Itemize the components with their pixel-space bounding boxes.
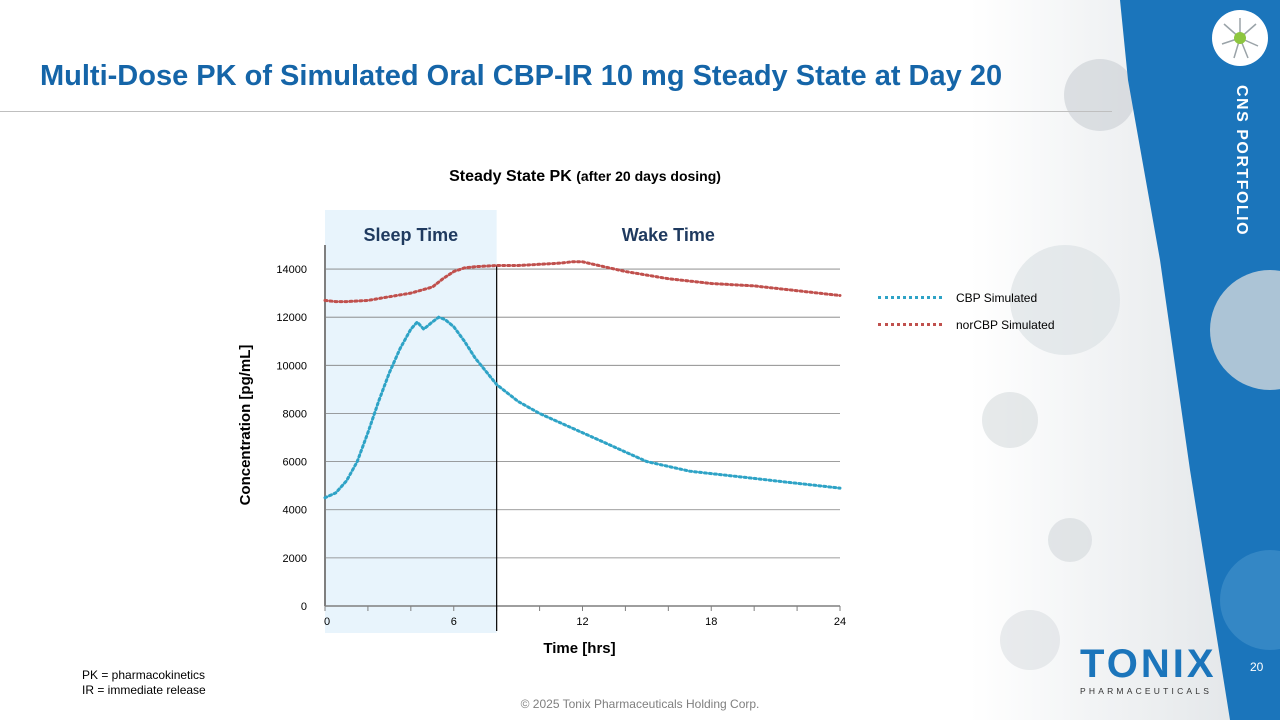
x-tick-label: 0 — [324, 616, 330, 628]
footnote-pk: PK = pharmacokinetics — [82, 668, 206, 682]
page-number: 20 — [1250, 660, 1264, 674]
series-line-0 — [323, 315, 842, 500]
x-tick-label: 24 — [834, 616, 846, 628]
y-tick-label: 2000 — [283, 553, 307, 565]
tonix-wordmark: TONIX — [1080, 642, 1217, 686]
chart-legend: CBP Simulated norCBP Simulated — [878, 284, 1055, 338]
x-tick-label: 18 — [705, 616, 717, 628]
x-tick-label: 12 — [576, 616, 588, 628]
y-tick-label: 10000 — [276, 360, 307, 372]
y-axis-label: Concentration [pg/mL] — [237, 345, 254, 506]
side-blue-shape — [1120, 0, 1280, 720]
region-0-shade — [325, 210, 497, 633]
footnote-ir: IR = immediate release — [82, 683, 206, 697]
chart-title-main: Steady State PK — [449, 168, 572, 185]
y-tick-label: 8000 — [283, 408, 307, 420]
legend-swatch-norcbp — [878, 323, 942, 326]
x-axis-label: Time [hrs] — [543, 640, 615, 657]
region-label: Sleep Time — [363, 225, 458, 245]
side-blue-band — [1120, 0, 1280, 720]
series-line-1 — [323, 260, 842, 304]
neuron-logo — [1212, 10, 1268, 66]
tonix-logo: TONIX PHARMACEUTICALS — [1080, 642, 1217, 696]
legend-label-norcbp: norCBP Simulated — [956, 317, 1055, 332]
slide-title: Multi-Dose PK of Simulated Oral CBP-IR 1… — [40, 60, 1003, 92]
tonix-subtitle: PHARMACEUTICALS — [1080, 686, 1213, 696]
y-tick-label: 12000 — [276, 312, 307, 324]
title-divider — [0, 111, 1112, 112]
legend-item-cbp: CBP Simulated — [878, 284, 1055, 311]
y-tick-label: 0 — [301, 601, 307, 613]
legend-label-cbp: CBP Simulated — [956, 290, 1038, 305]
side-label: CNS PORTFOLIO — [1233, 85, 1250, 237]
y-tick-label: 4000 — [283, 505, 307, 517]
x-tick-label: 6 — [451, 616, 457, 628]
chart-title: Steady State PK (after 20 days dosing) — [325, 168, 845, 186]
region-label: Wake Time — [622, 225, 715, 245]
copyright: © 2025 Tonix Pharmaceuticals Holding Cor… — [520, 697, 760, 711]
chart-title-sub: (after 20 days dosing) — [576, 168, 721, 184]
y-tick-label: 6000 — [283, 457, 307, 469]
legend-item-norcbp: norCBP Simulated — [878, 311, 1055, 338]
footnotes: PK = pharmacokinetics IR = immediate rel… — [82, 668, 206, 698]
legend-swatch-cbp — [878, 296, 942, 299]
y-tick-label: 14000 — [276, 264, 307, 276]
neuron-icon — [1221, 18, 1259, 59]
